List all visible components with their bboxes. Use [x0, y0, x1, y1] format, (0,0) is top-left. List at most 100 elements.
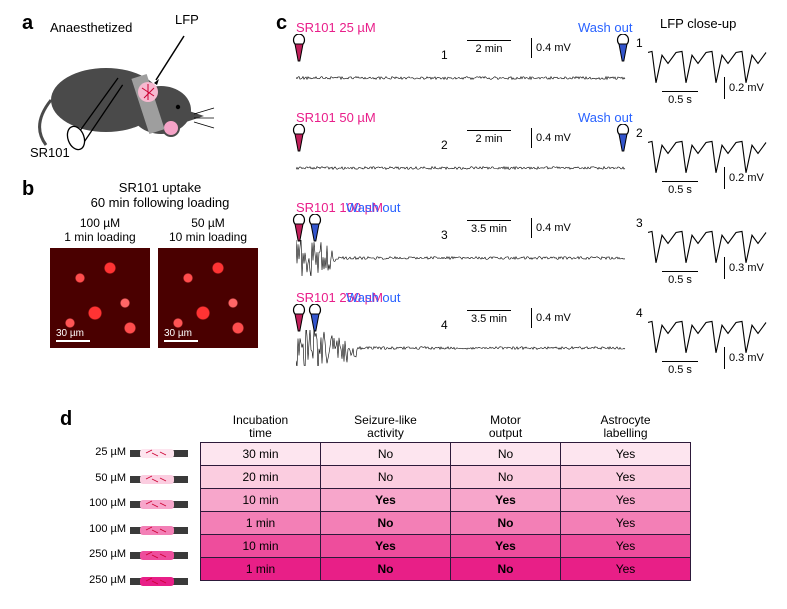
washout-pipette-icon	[616, 124, 628, 150]
table-header: Incubationtime	[201, 412, 321, 443]
washout-pipette-icon	[308, 304, 320, 330]
closeup-time-scalebar: 0.5 s	[662, 181, 698, 196]
closeup-time-scalebar: 0.5 s	[662, 271, 698, 286]
table-cell: 10 min	[201, 489, 321, 512]
amp-scalebar: 0.4 mV	[531, 218, 571, 238]
table-row: 20 minNoNoYes	[201, 466, 691, 489]
table-cell: No	[321, 512, 451, 535]
sr101-pipette-icon	[292, 34, 304, 60]
closeup-index: 3	[636, 216, 643, 230]
sr101-pipette-icon	[292, 304, 304, 330]
table-cell: 1 min	[201, 558, 321, 581]
table-cell: Yes	[451, 535, 561, 558]
panel-label-d: d	[60, 408, 72, 431]
table-cell: 10 min	[201, 535, 321, 558]
amp-scalebar: 0.4 mV	[531, 38, 571, 58]
table-cell: 1 min	[201, 512, 321, 535]
table-row: 1 minNoNoYes	[201, 512, 691, 535]
table-cell: No	[451, 558, 561, 581]
b-title-line1: SR101 uptake	[119, 180, 201, 195]
closeup-time-scalebar: 0.5 s	[662, 91, 698, 106]
table-row: 10 minYesYesYes	[201, 489, 691, 512]
washout-label: Wash out	[578, 110, 632, 125]
table-header: Astrocytelabelling	[561, 412, 691, 443]
closeup-index: 2	[636, 126, 643, 140]
table-row: 1 minNoNoYes	[201, 558, 691, 581]
table-cell: Yes	[321, 489, 451, 512]
wedge-icon	[130, 523, 188, 535]
scalebar-left-text: 30 µm	[56, 328, 84, 339]
lfp-trace	[296, 330, 626, 366]
trace-index: 2	[441, 138, 448, 152]
trace-index: 3	[441, 228, 448, 242]
panel-b-title: SR101 uptake 60 min following loading	[80, 180, 240, 210]
scalebar-left: 30 µm	[56, 328, 90, 342]
washout-label: Wash out	[346, 290, 400, 305]
wedge-label: 250 µM	[86, 574, 126, 586]
wedge-label: 100 µM	[86, 497, 126, 509]
b-left-conc: 100 µM	[80, 216, 120, 230]
washout-pipette-icon	[616, 34, 628, 60]
closeup-time-scalebar: 0.5 s	[662, 361, 698, 376]
sr101-conc-label: SR101 50 µM	[296, 110, 376, 125]
closeup-amp-scalebar: 0.3 mV	[724, 347, 764, 369]
time-scalebar: 2 min	[467, 40, 511, 55]
micrograph-left: 30 µm	[50, 248, 150, 348]
table-cell: 30 min	[201, 443, 321, 466]
table-cell: Yes	[451, 489, 561, 512]
panel-label-a: a	[22, 12, 33, 35]
washout-label: Wash out	[578, 20, 632, 35]
wedge-icon	[130, 497, 188, 509]
table-cell: Yes	[561, 466, 691, 489]
wedge-label: 25 µM	[86, 446, 126, 458]
b-left-caption: 100 µM 1 min loading	[50, 216, 150, 244]
table-cell: No	[451, 466, 561, 489]
closeup-amp-scalebar: 0.2 mV	[724, 77, 764, 99]
washout-label: Wash out	[346, 200, 400, 215]
amp-scalebar: 0.4 mV	[531, 308, 571, 328]
sr101-pipette-icon	[292, 214, 304, 240]
time-scalebar: 3.5 min	[467, 220, 511, 235]
b-right-conc: 50 µM	[191, 216, 225, 230]
results-table: IncubationtimeSeizure-likeactivityMotoro…	[200, 412, 691, 581]
table-cell: 20 min	[201, 466, 321, 489]
wedge-label: 50 µM	[86, 472, 126, 484]
wedge-row: 50 µM	[86, 472, 188, 484]
table-row: 10 minYesYesYes	[201, 535, 691, 558]
closeup-amp-scalebar: 0.2 mV	[724, 167, 764, 189]
panel-label-b: b	[22, 178, 34, 201]
mouse-cartoon	[36, 30, 226, 160]
closeup-amp-scalebar: 0.3 mV	[724, 257, 764, 279]
table-cell: Yes	[321, 535, 451, 558]
closeup-index: 4	[636, 306, 643, 320]
wedge-row: 250 µM	[86, 548, 188, 560]
wedge-icon	[130, 548, 188, 560]
b-right-time: 10 min loading	[169, 230, 247, 244]
scalebar-right: 30 µm	[164, 328, 198, 342]
table-header: Motoroutput	[451, 412, 561, 443]
table-cell: No	[321, 466, 451, 489]
table-header: Seizure-likeactivity	[321, 412, 451, 443]
wedge-icon	[130, 446, 188, 458]
closeup-heading: LFP close-up	[660, 16, 736, 31]
trace-index: 1	[441, 48, 448, 62]
b-title-line2: 60 min following loading	[91, 195, 230, 210]
sr101-pipette-icon	[292, 124, 304, 150]
table-cell: Yes	[561, 535, 691, 558]
table-cell: No	[451, 443, 561, 466]
wedge-row: 100 µM	[86, 523, 188, 535]
wedge-row: 100 µM	[86, 497, 188, 509]
table-cell: No	[451, 512, 561, 535]
table-cell: No	[321, 443, 451, 466]
wedge-row: 250 µM	[86, 574, 188, 586]
table-cell: Yes	[561, 558, 691, 581]
wedge-row: 25 µM	[86, 446, 188, 458]
washout-pipette-icon	[308, 214, 320, 240]
closeup-index: 1	[636, 36, 643, 50]
wedge-icon	[130, 574, 188, 586]
table-row: 30 minNoNoYes	[201, 443, 691, 466]
lfp-trace	[296, 240, 626, 276]
lfp-trace	[296, 150, 626, 186]
sr101-conc-label: SR101 25 µM	[296, 20, 376, 35]
table-cell: Yes	[561, 512, 691, 535]
